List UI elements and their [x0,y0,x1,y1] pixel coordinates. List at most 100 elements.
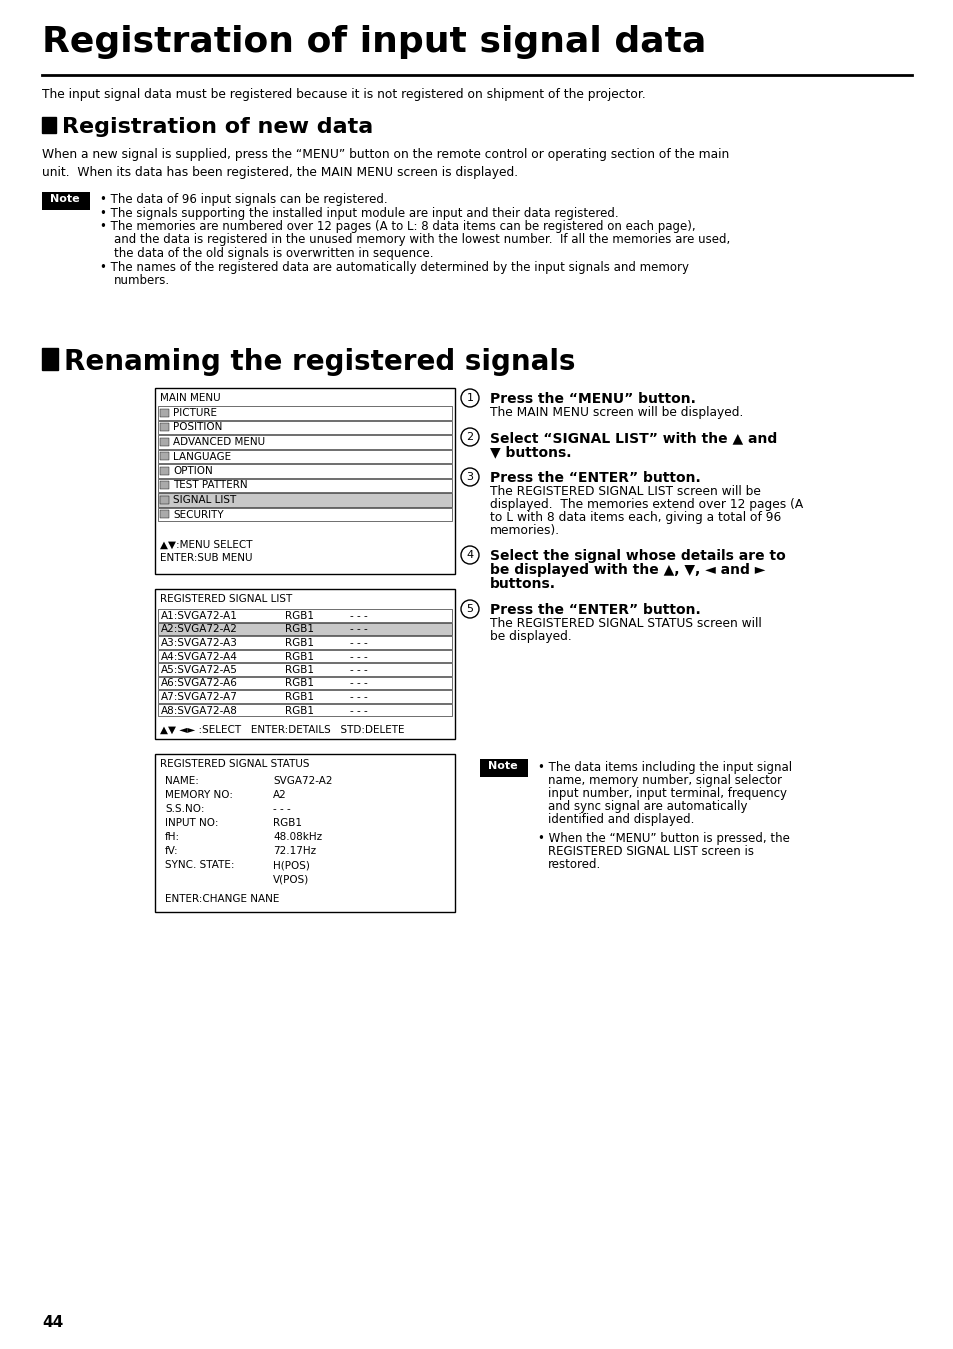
Text: Renaming the registered signals: Renaming the registered signals [64,348,575,376]
Text: TEST PATTERN: TEST PATTERN [172,480,248,491]
Text: PICTURE: PICTURE [172,407,216,418]
Bar [42,348,58,370]
Circle shape [460,600,478,618]
Bar [160,482,169,488]
Text: 1: 1 [466,393,473,403]
Text: MAIN MENU: MAIN MENU [160,393,220,403]
Bar [42,192,90,210]
Text: - - -: - - - [350,692,367,701]
Bar [158,635,452,649]
Bar [158,622,452,635]
Text: and sync signal are automatically: and sync signal are automatically [547,800,747,813]
Text: fV:: fV: [165,846,178,857]
Text: 3: 3 [466,472,473,482]
Text: name, memory number, signal selector: name, memory number, signal selector [547,774,781,786]
Bar [158,406,452,420]
Bar [158,507,452,521]
Text: ENTER:CHANGE NANE: ENTER:CHANGE NANE [165,894,279,904]
Text: A1:SVGA72-A1: A1:SVGA72-A1 [161,611,237,621]
Text: A4:SVGA72-A4: A4:SVGA72-A4 [161,652,237,661]
Text: RGB1: RGB1 [285,706,314,715]
Text: LANGUAGE: LANGUAGE [172,452,231,461]
Text: ▲▼ ◄► :SELECT   ENTER:DETAILS   STD:DELETE: ▲▼ ◄► :SELECT ENTER:DETAILS STD:DELETE [160,724,404,735]
Bar [158,608,452,622]
Text: REGISTERED SIGNAL STATUS: REGISTERED SIGNAL STATUS [160,759,309,769]
Text: Note: Note [488,761,517,772]
Text: 72.17Hz: 72.17Hz [273,846,315,857]
Text: RGB1: RGB1 [285,665,314,674]
Text: - - -: - - - [350,625,367,634]
Bar [158,649,452,662]
Text: INPUT NO:: INPUT NO: [165,817,218,828]
Bar [154,754,455,912]
Bar [160,437,169,445]
Text: V(POS): V(POS) [273,874,309,884]
Circle shape [460,546,478,564]
Circle shape [460,428,478,447]
Text: • When the “MENU” button is pressed, the: • When the “MENU” button is pressed, the [537,832,789,844]
Text: NAME:: NAME: [165,776,198,786]
Bar [160,424,169,430]
Text: - - -: - - - [273,804,291,813]
Text: • The memories are numbered over 12 pages (A to L: 8 data items can be registere: • The memories are numbered over 12 page… [100,220,695,233]
Text: When a new signal is supplied, press the “MENU” button on the remote control or : When a new signal is supplied, press the… [42,148,728,179]
Text: Registration of input signal data: Registration of input signal data [42,26,705,59]
Bar [158,676,452,689]
Text: MEMORY NO:: MEMORY NO: [165,791,233,800]
Text: A2:SVGA72-A2: A2:SVGA72-A2 [161,625,237,634]
Text: identified and displayed.: identified and displayed. [547,813,694,826]
Text: 4: 4 [466,550,473,560]
Bar [158,703,452,716]
Text: • The data items including the input signal: • The data items including the input sig… [537,761,791,774]
Text: • The names of the registered data are automatically determined by the input sig: • The names of the registered data are a… [100,260,688,274]
Text: memories).: memories). [490,523,559,537]
Text: A3:SVGA72-A3: A3:SVGA72-A3 [161,638,237,648]
Text: RGB1: RGB1 [285,625,314,634]
Text: A7:SVGA72-A7: A7:SVGA72-A7 [161,692,237,701]
Text: RGB1: RGB1 [285,611,314,621]
Bar [158,464,452,478]
Text: RGB1: RGB1 [273,817,302,828]
Text: 5: 5 [466,604,473,614]
Circle shape [460,468,478,486]
Text: SECURITY: SECURITY [172,510,223,519]
Text: Press the “ENTER” button.: Press the “ENTER” button. [490,603,700,616]
Text: A5:SVGA72-A5: A5:SVGA72-A5 [161,665,237,674]
Text: - - -: - - - [350,706,367,715]
Text: POSITION: POSITION [172,422,222,433]
Bar [158,662,452,676]
Text: A8:SVGA72-A8: A8:SVGA72-A8 [161,706,237,715]
Text: SVGA72-A2: SVGA72-A2 [273,776,333,786]
Text: ▲▼:MENU SELECT: ▲▼:MENU SELECT [160,540,253,550]
Text: fH:: fH: [165,832,180,842]
Text: Note: Note [50,194,79,204]
Text: • The data of 96 input signals can be registered.: • The data of 96 input signals can be re… [100,193,387,206]
Text: 44: 44 [42,1315,63,1330]
Text: to L with 8 data items each, giving a total of 96: to L with 8 data items each, giving a to… [490,511,781,523]
Text: RGB1: RGB1 [285,679,314,688]
Text: - - -: - - - [350,638,367,648]
Circle shape [460,389,478,407]
Text: - - -: - - - [350,665,367,674]
Text: displayed.  The memories extend over 12 pages (A: displayed. The memories extend over 12 p… [490,498,802,511]
Text: RGB1: RGB1 [285,638,314,648]
Text: REGISTERED SIGNAL LIST: REGISTERED SIGNAL LIST [160,594,292,604]
Text: The MAIN MENU screen will be displayed.: The MAIN MENU screen will be displayed. [490,406,742,420]
Text: Select “SIGNAL LIST” with the ▲ and: Select “SIGNAL LIST” with the ▲ and [490,430,777,445]
Text: The REGISTERED SIGNAL LIST screen will be: The REGISTERED SIGNAL LIST screen will b… [490,486,760,498]
Text: ENTER:SUB MENU: ENTER:SUB MENU [160,553,253,563]
Text: RGB1: RGB1 [285,652,314,661]
Text: SIGNAL LIST: SIGNAL LIST [172,495,236,505]
Bar [158,434,452,448]
Text: restored.: restored. [547,858,600,871]
Text: 48.08kHz: 48.08kHz [273,832,322,842]
Text: RGB1: RGB1 [285,692,314,701]
Text: H(POS): H(POS) [273,861,310,870]
Text: The REGISTERED SIGNAL STATUS screen will: The REGISTERED SIGNAL STATUS screen will [490,616,760,630]
Text: The input signal data must be registered because it is not registered on shipmen: The input signal data must be registered… [42,88,645,101]
Bar [158,479,452,492]
Bar [42,117,56,134]
Bar [158,492,452,506]
Bar [154,389,455,575]
Bar [154,590,455,739]
